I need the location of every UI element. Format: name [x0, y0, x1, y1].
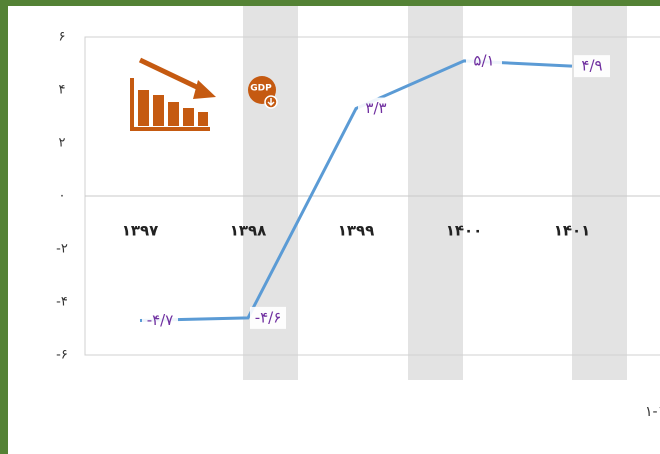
- label-bg: [142, 309, 178, 332]
- data-label: ۵/۱: [473, 51, 494, 69]
- source-note: مبنا: جدول۱-۱-۱: [645, 404, 660, 420]
- x-tick-label: ۱۴۰۰: [446, 222, 483, 240]
- data-label: ۴/۹: [581, 57, 602, 75]
- x-tick-label: ۱۳۹۷: [122, 222, 159, 240]
- data-label: -۴/۷: [147, 311, 174, 329]
- top-border: [0, 0, 660, 6]
- icon-text: GDP: [250, 84, 272, 94]
- data-label: -۴/۶: [255, 308, 282, 326]
- data-line: [139, 59, 573, 323]
- decline-icon: [130, 57, 216, 131]
- x-tick-label: ۱۳۹۹: [338, 222, 375, 240]
- y-tick-label: -۴: [56, 295, 68, 310]
- data-label: ۳/۳: [365, 99, 386, 117]
- label-bg: [250, 306, 286, 329]
- left-border: [0, 0, 8, 454]
- y-tick-label: ۰: [59, 189, 66, 204]
- y-tick-label: ۲: [59, 136, 66, 151]
- band: [408, 6, 463, 380]
- y-tick-label: ۶: [59, 30, 66, 45]
- label-bg: [466, 49, 502, 72]
- y-tick-label: -۶: [56, 348, 68, 363]
- x-tick-label: ۱۳۹۸: [230, 222, 267, 240]
- x-tick-label: ۱۴۰۱: [554, 222, 591, 240]
- y-tick-label: ۴: [59, 83, 66, 98]
- gdp-icon: [248, 76, 278, 109]
- y-tick-label: -۲: [56, 242, 68, 257]
- label-bg: [574, 55, 610, 78]
- label-bg: [358, 97, 394, 120]
